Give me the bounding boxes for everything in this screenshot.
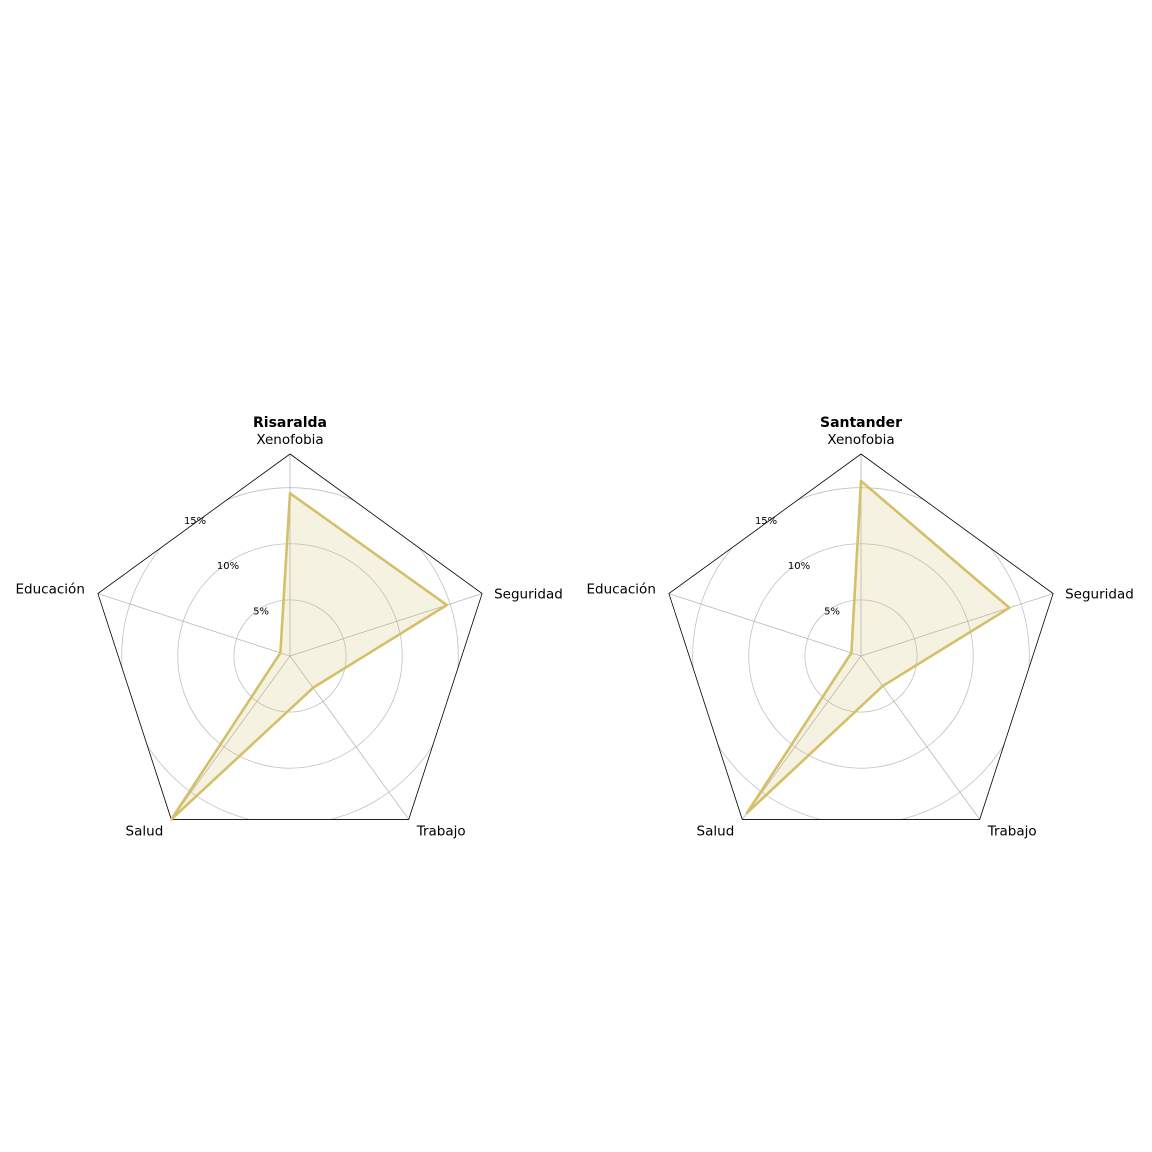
- radar-frame: [97, 453, 483, 820]
- axis-spoke: [170, 655, 291, 820]
- radar-labels: Xenofobia Seguridad Trabajo Salud Educación 5…: [16, 432, 563, 839]
- radar-data: [169, 491, 449, 821]
- data-polygon: [169, 491, 449, 821]
- axis-label: Educación: [587, 582, 656, 598]
- axis-label: Trabajo: [987, 823, 1037, 839]
- radar-data: [745, 479, 1011, 815]
- chart-title: Risaralda: [253, 415, 327, 431]
- radar-grid: [97, 453, 483, 820]
- tick-label: 15%: [184, 516, 206, 527]
- axis-label: Educación: [16, 582, 85, 598]
- axis-spoke: [860, 593, 1054, 657]
- axis-spoke: [860, 655, 981, 820]
- axis-label: Seguridad: [1065, 587, 1134, 603]
- tick-label: 15%: [755, 516, 777, 527]
- axis-spoke: [668, 593, 862, 657]
- axis-label: Salud: [697, 823, 735, 839]
- tick-label: 5%: [824, 607, 840, 618]
- axis-spoke: [289, 593, 483, 657]
- radar-labels: Xenofobia Seguridad Trabajo Salud Educación 5…: [587, 432, 1134, 839]
- radar-chart-santander: Xenofobia Seguridad Trabajo Salud Educación 5…: [587, 415, 1134, 839]
- axis-label: Xenofobia: [827, 432, 894, 448]
- tick-label: 10%: [788, 561, 810, 572]
- tick-label: 10%: [217, 561, 239, 572]
- data-polygon: [745, 479, 1011, 815]
- chart-title: Santander: [820, 415, 902, 431]
- axis-label: Trabajo: [416, 823, 466, 839]
- axis-label: Xenofobia: [256, 432, 323, 448]
- radar-chart-risaralda: Xenofobia Seguridad Trabajo Salud Educación 5…: [16, 415, 563, 839]
- axis-label: Seguridad: [494, 587, 563, 603]
- axis-label: Salud: [126, 823, 164, 839]
- radar-frame: [668, 453, 1054, 820]
- tick-label: 5%: [253, 607, 269, 618]
- axis-spoke: [97, 593, 291, 657]
- axis-spoke: [289, 655, 410, 820]
